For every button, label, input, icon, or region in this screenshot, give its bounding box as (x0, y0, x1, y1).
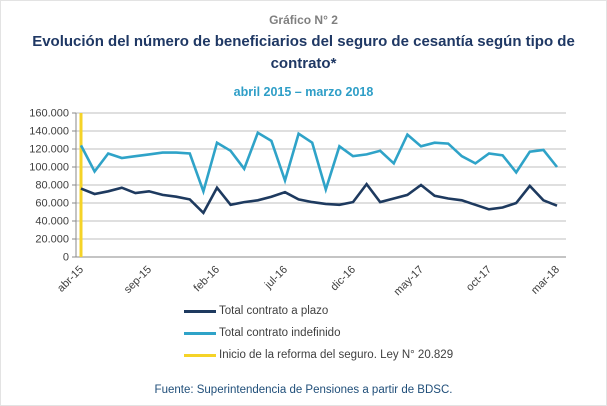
legend-label-indefinido: Total contrato indefinido (219, 327, 341, 339)
y-axis-label: 0 (63, 252, 69, 264)
y-axis-label: 60.000 (35, 198, 69, 210)
x-axis-label: may-17 (392, 264, 426, 298)
legend-swatch-plazo (184, 309, 216, 313)
x-axis-label: mar-18 (529, 264, 562, 297)
y-axis-label: 140.000 (29, 126, 69, 138)
x-axis-label: feb-16 (192, 264, 223, 295)
legend-label-plazo: Total contrato a plazo (219, 305, 329, 317)
legend-item-reforma: Inicio de la reforma del seguro. Ley N° … (184, 344, 453, 366)
legend-item-contrato-plazo: Total contrato a plazo (184, 300, 453, 322)
x-axis-label: dic-16 (328, 264, 358, 294)
y-axis-label: 160.000 (29, 108, 69, 120)
legend-swatch-reforma (184, 353, 216, 357)
source-note: Fuente: Superintendencia de Pensiones a … (154, 384, 453, 396)
chart-legend: Total contrato a plazo Total contrato in… (184, 300, 453, 366)
x-axis-label: abr-15 (55, 264, 86, 295)
y-axis-label: 20.000 (35, 234, 69, 246)
legend-label-reforma: Inicio de la reforma del seguro. Ley N° … (219, 349, 454, 361)
y-axis-label: 120.000 (29, 144, 69, 156)
chart-subtitle: abril 2015 – marzo 2018 (233, 85, 374, 99)
y-axis-label: 80.000 (35, 180, 69, 192)
y-axis-label: 100.000 (29, 162, 69, 174)
x-axis-label: jul-16 (262, 264, 290, 292)
x-axis-label: oct-17 (464, 264, 494, 294)
legend-swatch-indefinido (184, 331, 216, 335)
x-axis-label: sep-15 (122, 264, 154, 296)
series-line-contrato-indefinido (79, 130, 559, 196)
legend-item-contrato-indefinido: Total contrato indefinido (184, 322, 453, 344)
y-axis-label: 40.000 (35, 216, 69, 228)
series-line-contrato-plazo (80, 181, 558, 216)
chart-kicker: Gráfico N° 2 (269, 13, 338, 27)
chart-title: Evolución del número de beneficiarios de… (32, 33, 575, 72)
